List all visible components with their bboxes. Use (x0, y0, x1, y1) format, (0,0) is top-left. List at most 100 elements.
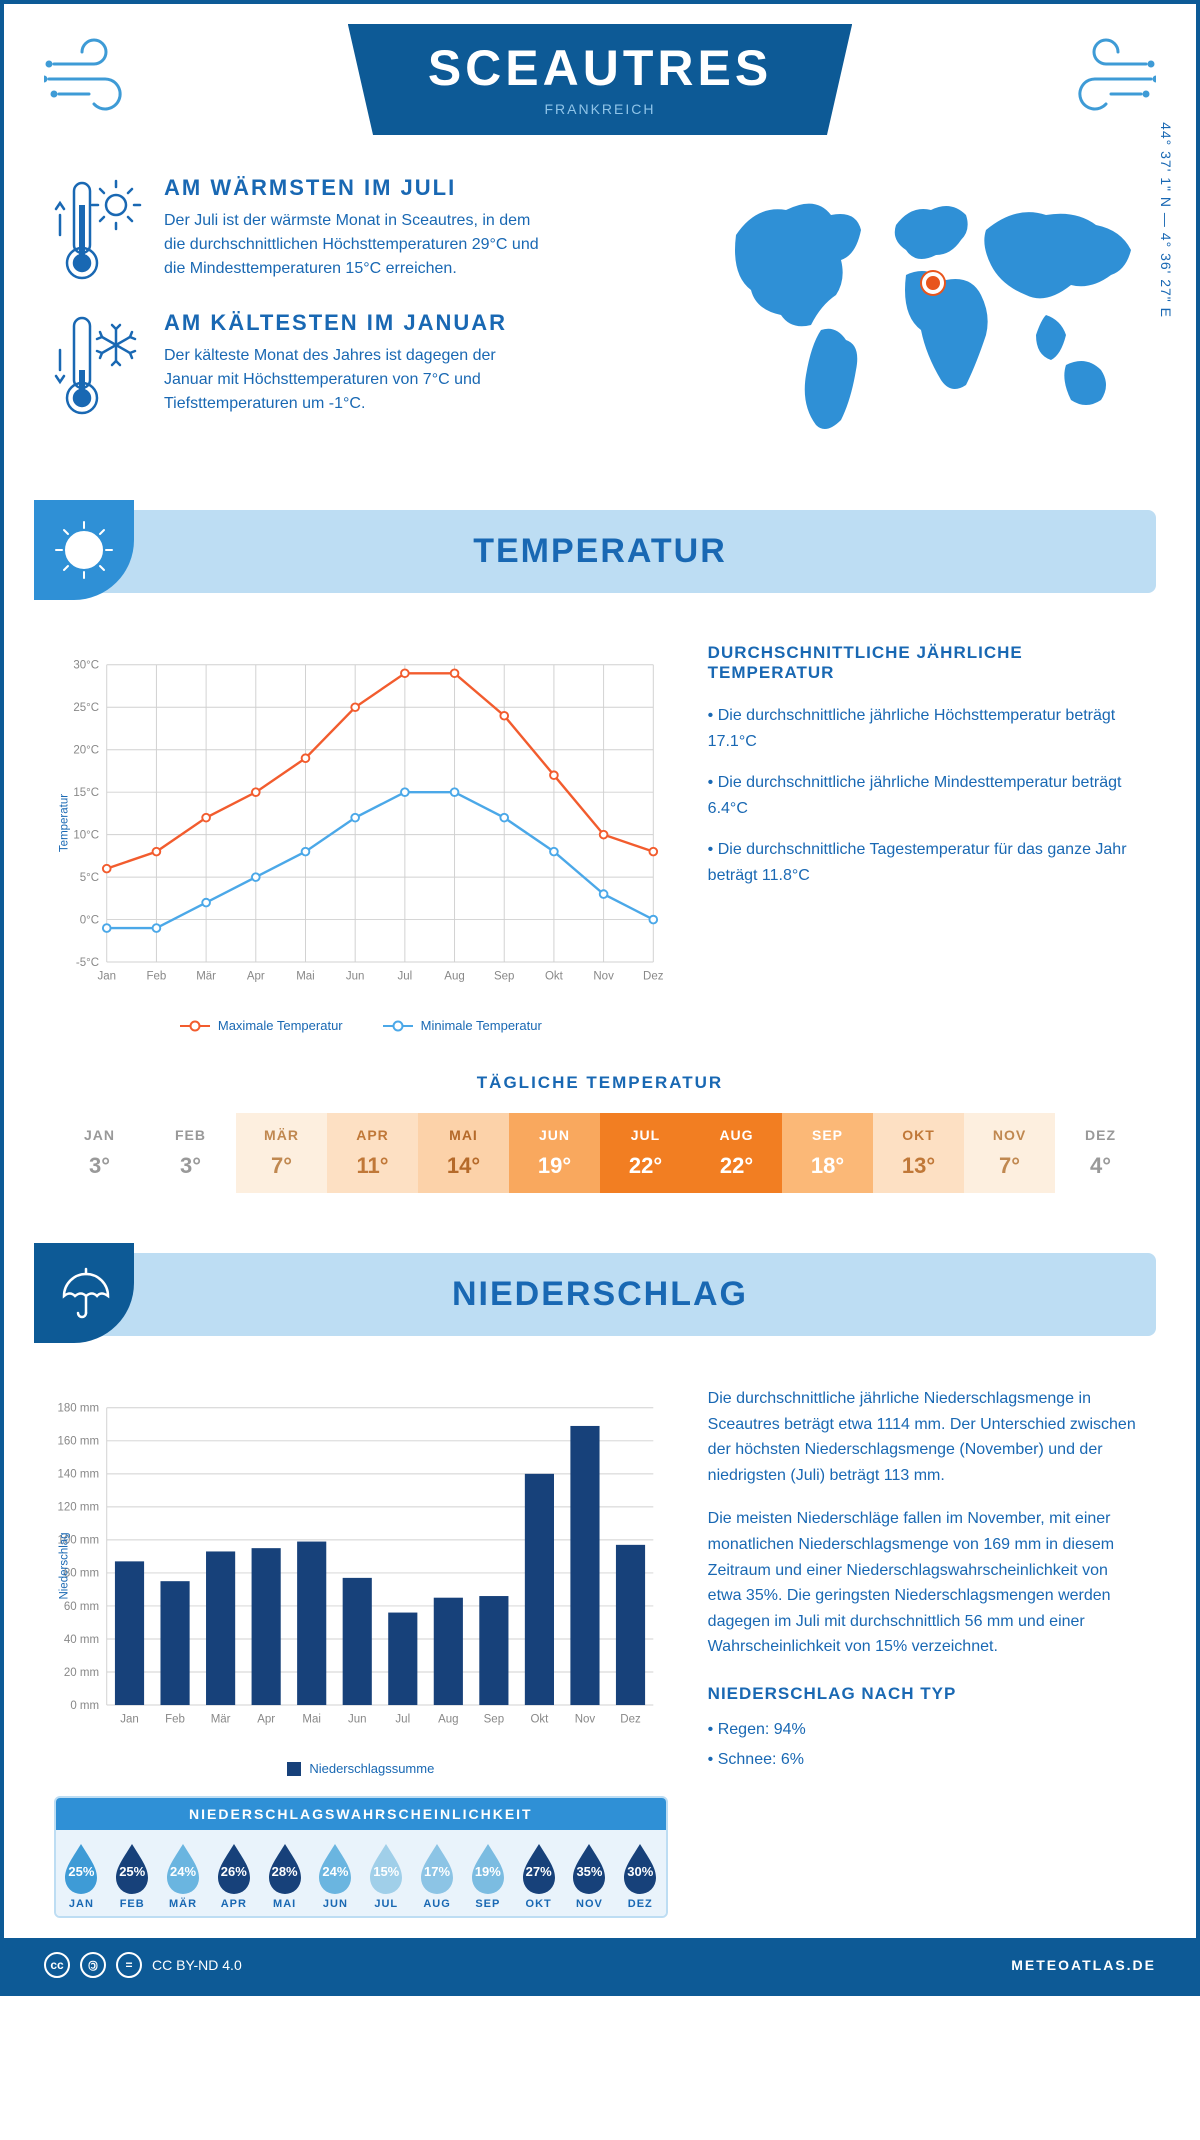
license-text: CC BY-ND 4.0 (152, 1957, 242, 1973)
svg-text:Aug: Aug (438, 1713, 458, 1725)
world-map-icon (706, 175, 1146, 455)
temperature-chart: -5°C0°C5°C10°C15°C20°C25°C30°CJanFebMärA… (54, 643, 668, 1033)
daily-temp-cell: APR11° (327, 1113, 418, 1193)
thermometer-cold-icon (54, 310, 144, 420)
svg-text:Sep: Sep (484, 1713, 504, 1725)
svg-text:20°C: 20°C (73, 745, 99, 757)
svg-text:0 mm: 0 mm (70, 1700, 99, 1712)
svg-text:Mär: Mär (211, 1713, 231, 1725)
svg-text:20 mm: 20 mm (64, 1667, 99, 1679)
svg-text:0°C: 0°C (80, 914, 99, 926)
svg-text:Jun: Jun (346, 970, 365, 982)
svg-text:Feb: Feb (165, 1713, 185, 1725)
svg-text:120 mm: 120 mm (58, 1502, 100, 1514)
precipitation-section-header: NIEDERSCHLAG (44, 1253, 1156, 1336)
avg-temp-p2: • Die durchschnittliche jährliche Mindes… (708, 770, 1146, 821)
avg-temp-heading: DURCHSCHNITTLICHE JÄHRLICHE TEMPERATUR (708, 643, 1146, 683)
rain-prob-cell: 35%NOV (564, 1840, 615, 1910)
daily-temp-cell: MÄR7° (236, 1113, 327, 1193)
svg-text:Apr: Apr (257, 1713, 275, 1725)
nd-icon: = (116, 1952, 142, 1978)
precip-type1: • Regen: 94% (708, 1717, 1146, 1743)
svg-text:Jul: Jul (398, 970, 413, 982)
temperature-section-header: TEMPERATUR (44, 510, 1156, 593)
rain-prob-cell: 15%JUL (361, 1840, 412, 1910)
rain-prob-cell: 24%MÄR (158, 1840, 209, 1910)
svg-text:Mär: Mär (196, 970, 216, 982)
precip-type-heading: NIEDERSCHLAG NACH TYP (708, 1680, 1146, 1707)
svg-text:140 mm: 140 mm (58, 1469, 100, 1481)
avg-temp-p3: • Die durchschnittliche Tagestemperatur … (708, 837, 1146, 888)
legend-max-label: Maximale Temperatur (218, 1018, 343, 1033)
precipitation-legend: Niederschlagssumme (54, 1761, 668, 1776)
daily-temp-cell: FEB3° (145, 1113, 236, 1193)
daily-temp-cell: JAN3° (54, 1113, 145, 1193)
svg-text:5°C: 5°C (80, 872, 99, 884)
svg-text:Temperatur: Temperatur (58, 794, 70, 852)
precipitation-heading: NIEDERSCHLAG (64, 1275, 1136, 1314)
rain-prob-cell: 25%FEB (107, 1840, 158, 1910)
svg-text:-5°C: -5°C (76, 957, 99, 969)
svg-text:Mai: Mai (302, 1713, 321, 1725)
site-name: METEOATLAS.DE (1011, 1957, 1156, 1973)
wind-icon-left (44, 34, 164, 114)
svg-text:60 mm: 60 mm (64, 1601, 99, 1613)
location-marker (922, 272, 944, 294)
by-icon: 🄯 (80, 1952, 106, 1978)
header: SCEAUTRES FRANKREICH (4, 4, 1196, 155)
daily-temp-cell: MAI14° (418, 1113, 509, 1193)
precipitation-chart: 0 mm20 mm40 mm60 mm80 mm100 mm120 mm140 … (54, 1386, 668, 1746)
daily-temp-cell: JUN19° (509, 1113, 600, 1193)
svg-text:Niederschlag: Niederschlag (58, 1532, 70, 1599)
svg-text:Nov: Nov (575, 1713, 596, 1725)
svg-text:Jan: Jan (120, 1713, 139, 1725)
rain-prob-cell: 28%MAI (259, 1840, 310, 1910)
daily-temp-cell: SEP18° (782, 1113, 873, 1193)
wind-icon-right (1036, 34, 1156, 114)
temperature-heading: TEMPERATUR (64, 532, 1136, 571)
coldest-heading: AM KÄLTESTEN IM JANUAR (164, 310, 544, 336)
svg-text:Nov: Nov (593, 970, 614, 982)
rain-prob-cell: 19%SEP (462, 1840, 513, 1910)
rain-prob-cell: 30%DEZ (615, 1840, 666, 1910)
precip-type2: • Schnee: 6% (708, 1747, 1146, 1773)
svg-text:Mai: Mai (296, 970, 315, 982)
sun-badge-icon (34, 500, 134, 600)
svg-text:10°C: 10°C (73, 829, 99, 841)
daily-temp-cell: OKT13° (873, 1113, 964, 1193)
svg-text:Dez: Dez (620, 1713, 641, 1725)
daily-temp-grid: JAN3°FEB3°MÄR7°APR11°MAI14°JUN19°JUL22°A… (54, 1113, 1146, 1193)
world-map: 44° 37' 1" N — 4° 36' 27" E (706, 175, 1146, 460)
svg-text:160 mm: 160 mm (58, 1436, 100, 1448)
svg-text:Jun: Jun (348, 1713, 367, 1725)
location-title: SCEAUTRES (428, 39, 772, 97)
rain-prob-cell: 17%AUG (412, 1840, 463, 1910)
rain-prob-cell: 26%APR (208, 1840, 259, 1910)
precip-p1: Die durchschnittliche jährliche Niedersc… (708, 1386, 1146, 1488)
svg-text:Jan: Jan (97, 970, 116, 982)
daily-temp-cell: JUL22° (600, 1113, 691, 1193)
daily-temp-cell: DEZ4° (1055, 1113, 1146, 1193)
rain-prob-cell: 25%JAN (56, 1840, 107, 1910)
cc-icon: cc (44, 1952, 70, 1978)
svg-text:Aug: Aug (444, 970, 464, 982)
svg-text:Okt: Okt (545, 970, 564, 982)
svg-text:Feb: Feb (147, 970, 167, 982)
svg-text:Okt: Okt (530, 1713, 549, 1725)
rain-prob-cell: 24%JUN (310, 1840, 361, 1910)
svg-text:Jul: Jul (395, 1713, 410, 1725)
temperature-legend: Maximale Temperatur Minimale Temperatur (54, 1018, 668, 1033)
thermometer-hot-icon (54, 175, 144, 285)
rain-prob-heading: NIEDERSCHLAGSWAHRSCHEINLICHKEIT (56, 1798, 666, 1830)
daily-temp-heading: TÄGLICHE TEMPERATUR (54, 1073, 1146, 1093)
svg-text:180 mm: 180 mm (58, 1403, 100, 1415)
title-block: SCEAUTRES FRANKREICH (348, 24, 852, 135)
coldest-block: AM KÄLTESTEN IM JANUAR Der kälteste Mona… (54, 310, 666, 420)
intro-section: AM WÄRMSTEN IM JULI Der Juli ist der wär… (4, 155, 1196, 490)
svg-text:25°C: 25°C (73, 702, 99, 714)
precip-p2: Die meisten Niederschläge fallen im Nove… (708, 1506, 1146, 1660)
coordinates: 44° 37' 1" N — 4° 36' 27" E (1158, 122, 1174, 318)
daily-temp-cell: NOV7° (964, 1113, 1055, 1193)
country-subtitle: FRANKREICH (428, 101, 772, 117)
svg-text:40 mm: 40 mm (64, 1634, 99, 1646)
